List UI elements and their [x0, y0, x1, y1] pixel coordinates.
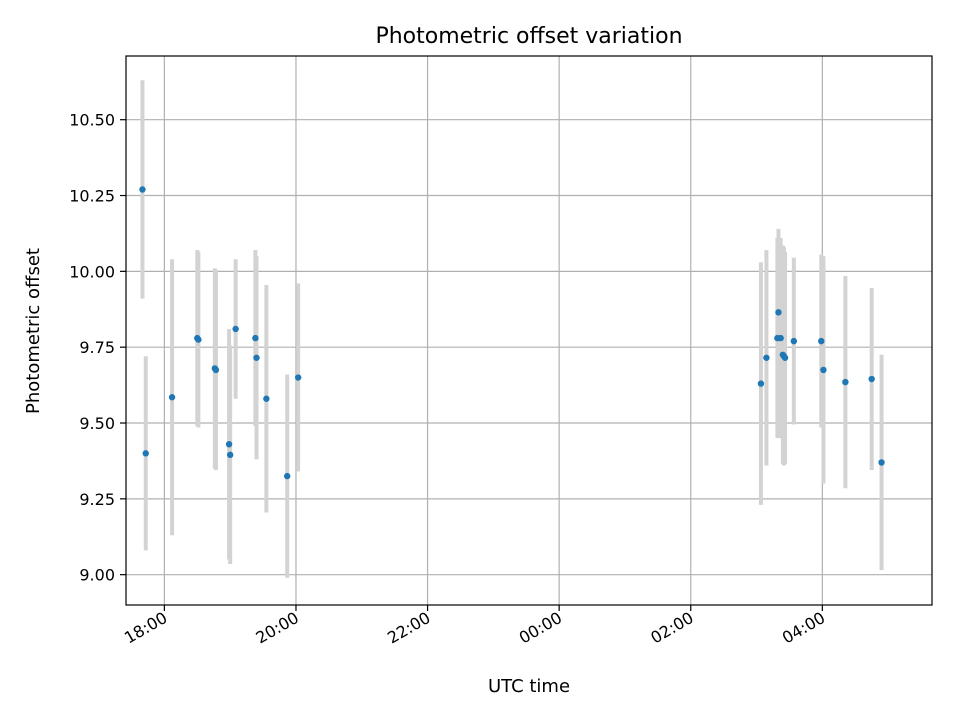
- data-point: [878, 459, 885, 466]
- data-point: [818, 337, 825, 345]
- y-axis: 9.00 9.25 9.50 9.75 10.00 10.25 10.50: [69, 111, 126, 585]
- y-tick-label: 9.00: [79, 566, 115, 585]
- x-axis-label: UTC time: [488, 676, 570, 697]
- grid: [126, 56, 932, 605]
- y-tick-label: 9.25: [79, 490, 115, 509]
- y-tick-label: 9.50: [79, 414, 115, 433]
- data-point: [142, 450, 149, 457]
- data-point: [763, 354, 770, 361]
- y-axis-label: Photometric offset: [23, 248, 44, 414]
- data-point: [790, 337, 798, 345]
- data-point: [226, 451, 234, 459]
- data-point: [253, 354, 260, 361]
- data-point: [868, 375, 875, 383]
- data-point: [195, 336, 202, 343]
- data-point: [139, 186, 146, 193]
- y-tick-label: 9.75: [79, 338, 115, 357]
- data-point: [757, 380, 765, 387]
- data-point: [781, 354, 789, 361]
- data-point: [777, 334, 784, 342]
- plot-frame: [125, 55, 933, 606]
- data-point: [820, 366, 827, 374]
- data-point: [232, 325, 239, 333]
- data-point: [294, 374, 302, 381]
- data-point: [168, 394, 176, 401]
- data-point: [842, 378, 849, 386]
- data-points: [139, 186, 885, 480]
- y-tick-label: 10.50: [69, 111, 115, 130]
- chart-title: Photometric offset variation: [375, 24, 682, 49]
- data-point: [263, 395, 270, 402]
- data-point: [775, 309, 782, 316]
- y-tick-label: 10.25: [69, 187, 115, 206]
- data-point: [284, 472, 291, 480]
- data-point: [212, 366, 220, 374]
- data-point: [252, 334, 259, 342]
- data-point: [225, 441, 233, 448]
- y-tick-label: 10.00: [69, 262, 115, 281]
